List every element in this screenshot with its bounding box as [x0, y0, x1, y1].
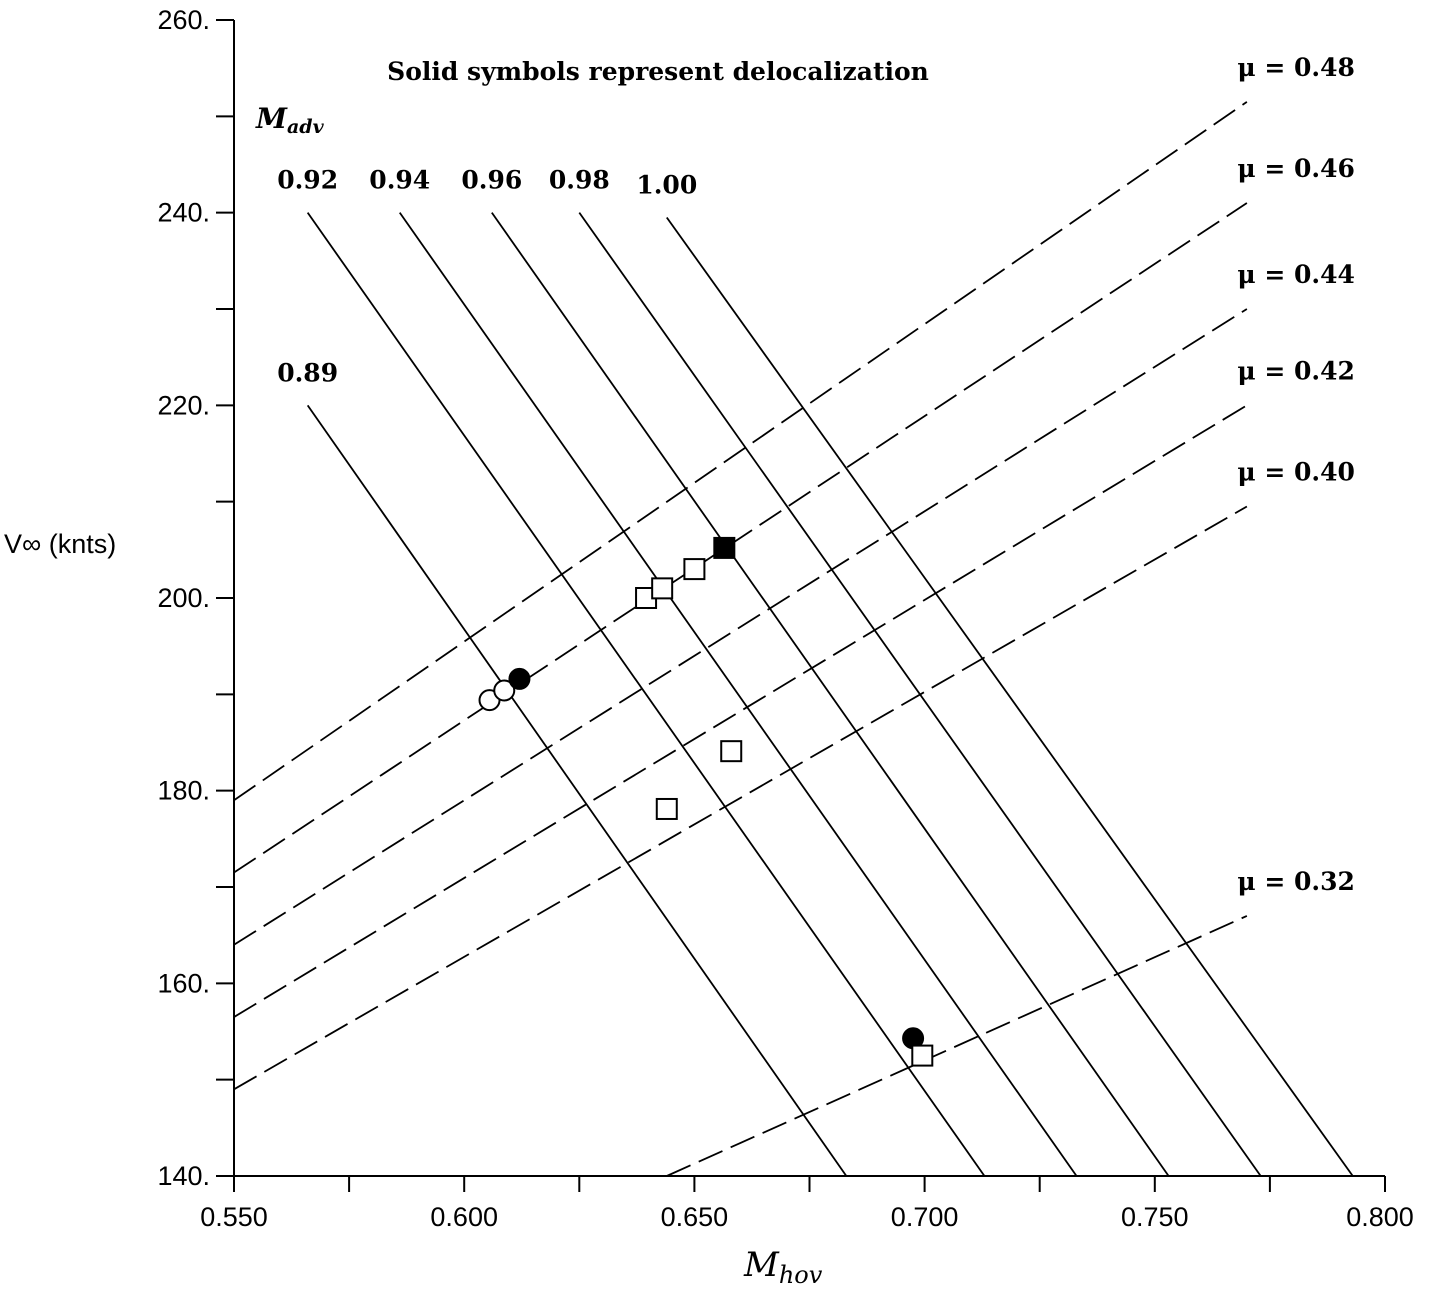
data-markers — [478, 536, 934, 1067]
madv-group-label: Madv — [255, 102, 325, 138]
mu-line-label: μ = 0.42 — [1237, 356, 1355, 385]
labels: Solid symbols represent delocalization M… — [4, 57, 929, 1289]
madv-line — [666, 216, 1354, 1177]
mu-line-label: μ = 0.44 — [1237, 260, 1355, 289]
x-tick-label: 0.650 — [661, 1202, 729, 1232]
mu-line — [233, 404, 1248, 1018]
open-square-marker — [911, 1044, 934, 1067]
madv-group-label-main: M — [255, 102, 288, 135]
x-tick-label: 0.600 — [430, 1202, 498, 1232]
madv-line-label: 0.96 — [461, 166, 522, 195]
y-tick-label: 220. — [157, 390, 210, 420]
madv-line-label: 0.94 — [369, 166, 430, 195]
open-circle-marker — [493, 679, 516, 702]
mu-line-label: μ = 0.32 — [1237, 867, 1355, 896]
madv-line-label: 0.98 — [549, 166, 610, 195]
mu-line-label: μ = 0.40 — [1237, 457, 1355, 486]
x-tick-label: 0.700 — [891, 1202, 959, 1232]
madv-line — [306, 212, 986, 1177]
madv-line-label: 1.00 — [636, 170, 697, 199]
filled-circle-marker — [508, 667, 531, 690]
open-square-marker — [683, 558, 706, 581]
mu-line-label: μ = 0.46 — [1237, 154, 1355, 183]
ticks: 140. 160. 180. 200. 220. 240. 260. 0.550 0.600 0.… — [157, 5, 1413, 1232]
madv-group-label-sub: adv — [287, 116, 325, 138]
madv-line — [399, 212, 1078, 1177]
y-tick-label: 200. — [157, 583, 210, 613]
y-tick-label: 240. — [157, 198, 210, 228]
mu-line — [233, 505, 1248, 1091]
mu-line — [666, 915, 1248, 1177]
open-square-marker — [655, 797, 678, 820]
madv-line-label: 0.92 — [277, 166, 338, 195]
mu-line — [233, 101, 1248, 802]
x-axis-label: Mhov — [743, 1245, 823, 1289]
mu-line — [233, 202, 1248, 874]
filled-square-marker — [713, 536, 736, 559]
mu-line-label: μ = 0.48 — [1237, 53, 1355, 82]
x-tick-label: 0.800 — [1346, 1202, 1414, 1232]
y-tick-label: 140. — [157, 1161, 210, 1191]
madv-line — [306, 404, 848, 1177]
open-square-marker — [720, 740, 743, 763]
x-axis-label-sub: hov — [779, 1261, 823, 1289]
x-axis-label-main: M — [743, 1245, 780, 1285]
y-axis-label: V∞ (knts) — [4, 529, 116, 559]
madv-line — [491, 212, 1170, 1177]
mu-line — [233, 308, 1248, 946]
x-tick-label: 0.550 — [200, 1202, 268, 1232]
y-tick-label: 160. — [157, 968, 210, 998]
madv-line-label: 0.89 — [277, 358, 338, 387]
y-tick-label: 180. — [157, 776, 210, 806]
y-tick-label: 260. — [157, 5, 210, 35]
x-tick-label: 0.750 — [1121, 1202, 1189, 1232]
annotation: Solid symbols represent delocalization — [387, 57, 929, 86]
plot-lines: 0.89 0.92 0.94 0.96 0.98 1.00 μ = 0.48 μ = 0.46… — [233, 53, 1355, 1177]
open-square-marker — [651, 577, 674, 600]
